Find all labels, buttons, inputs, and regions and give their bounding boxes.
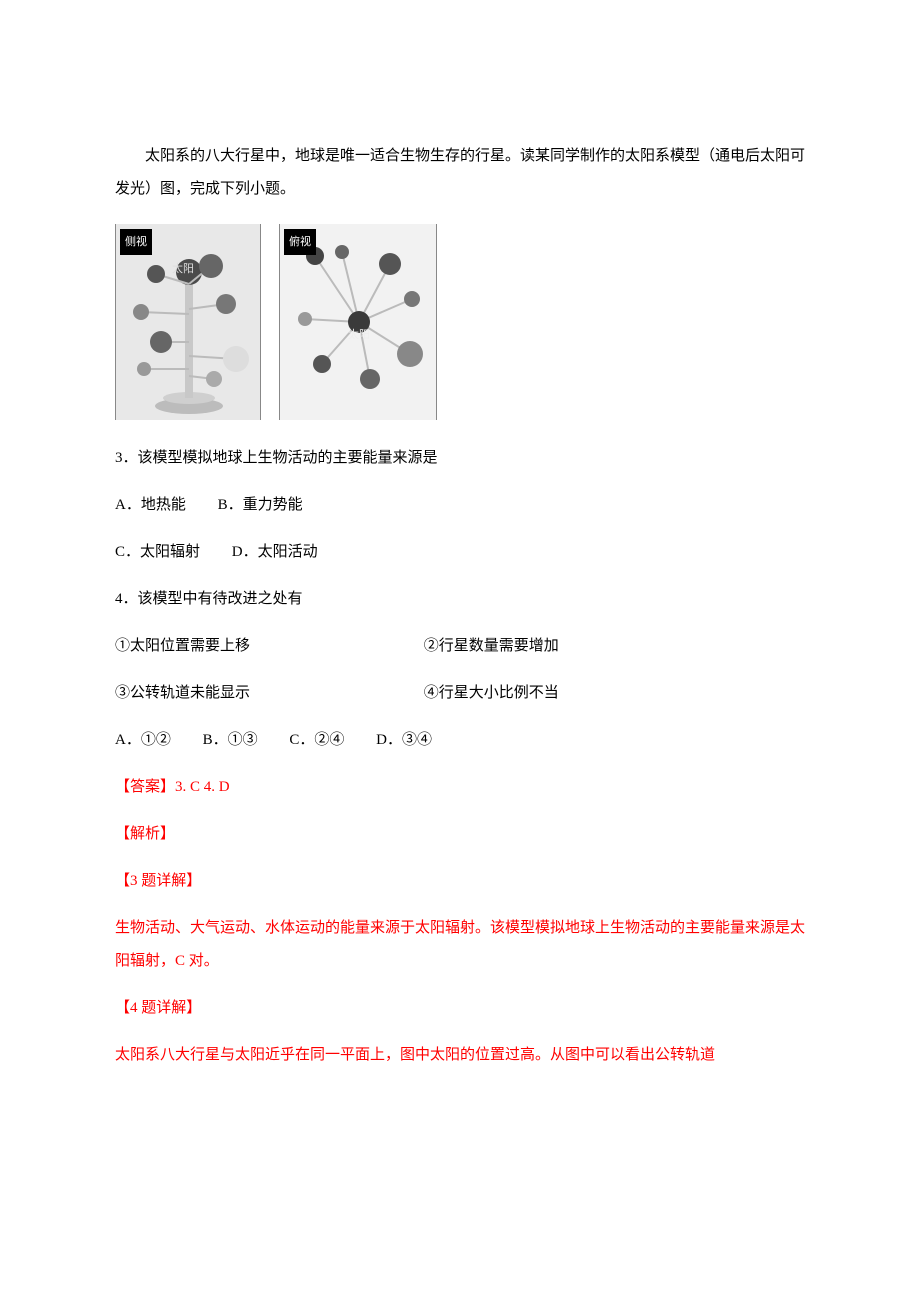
side-view-label: 侧视	[120, 229, 152, 255]
q4-statements-row1: ①太阳位置需要上移 ②行星数量需要增加	[115, 630, 805, 663]
figure-side-view: 侧视 太阳	[115, 224, 261, 420]
q3-opt-d: D．太阳活动	[232, 544, 318, 560]
q3-explain-body: 生物活动、大气运动、水体运动的能量来源于太阳辐射。该模型模拟地球上生物活动的主要…	[115, 912, 805, 978]
q4-s2: ②行星数量需要增加	[424, 638, 559, 654]
side-sun-label: 太阳	[172, 257, 194, 281]
q3-explain-head: 【3 题详解】	[115, 865, 805, 898]
q3-opt-b: B．重力势能	[218, 497, 303, 513]
q4-explain-body: 太阳系八大行星与太阳近乎在同一平面上，图中太阳的位置过高。从图中可以看出公转轨道	[115, 1039, 805, 1072]
figure-top-view: 俯视 太阳	[279, 224, 437, 420]
q4-s4: ④行星大小比例不当	[424, 685, 559, 701]
q4-opt-a: A．①②	[115, 732, 171, 748]
q4-opt-b: B．①③	[203, 732, 258, 748]
intro-text: 太阳系的八大行星中，地球是唯一适合生物生存的行星。读某同学制作的太阳系模型（通电…	[115, 140, 805, 206]
q4-stem: 4．该模型中有待改进之处有	[115, 583, 805, 616]
q4-opt-c: C．②④	[289, 732, 344, 748]
top-sun-label: 太阳	[348, 323, 370, 347]
q4-s3: ③公转轨道未能显示	[115, 685, 250, 701]
explain-header: 【解析】	[115, 818, 805, 851]
answer-line: 【答案】3. C 4. D	[115, 771, 805, 804]
q4-opt-d: D．③④	[376, 732, 432, 748]
figure-row: 侧视 太阳 俯视	[115, 224, 805, 420]
q3-stem: 3．该模型模拟地球上生物活动的主要能量来源是	[115, 442, 805, 475]
top-view-label: 俯视	[284, 229, 316, 255]
q3-opt-c: C．太阳辐射	[115, 544, 200, 560]
q4-statements-row2: ③公转轨道未能显示 ④行星大小比例不当	[115, 677, 805, 710]
q3-options-row1: A．地热能 B．重力势能	[115, 489, 805, 522]
q4-options: A．①② B．①③ C．②④ D．③④	[115, 724, 805, 757]
q3-opt-a: A．地热能	[115, 497, 186, 513]
q4-explain-head: 【4 题详解】	[115, 992, 805, 1025]
q4-s1: ①太阳位置需要上移	[115, 638, 250, 654]
q3-options-row2: C．太阳辐射 D．太阳活动	[115, 536, 805, 569]
